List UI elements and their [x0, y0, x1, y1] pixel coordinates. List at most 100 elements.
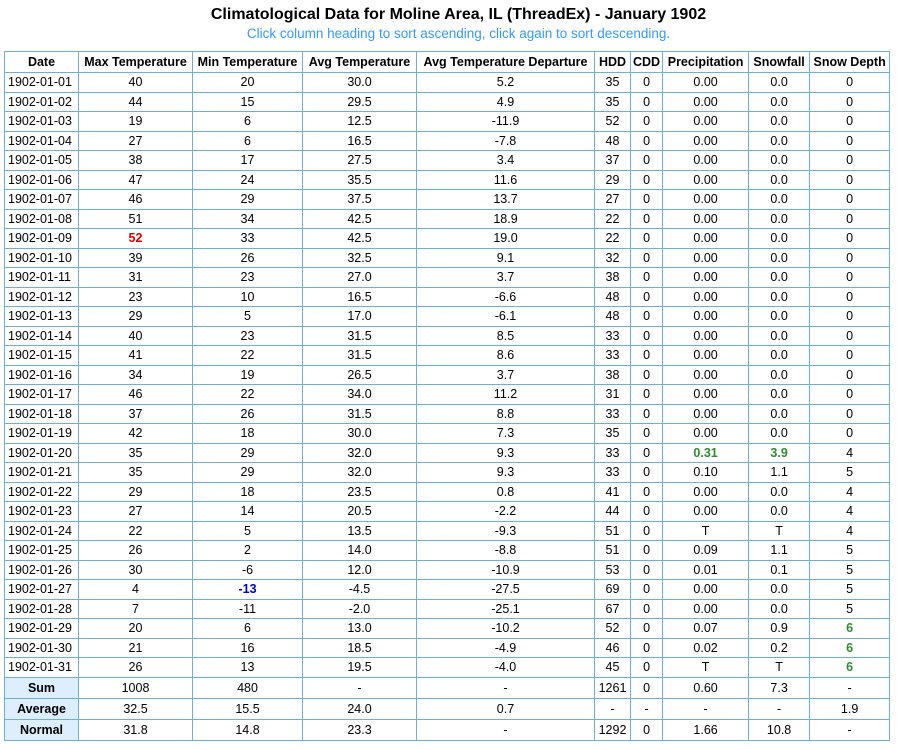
column-header-avg-temperature-departure[interactable]: Avg Temperature Departure	[416, 51, 595, 73]
cell-min-temperature: 23	[192, 325, 303, 346]
column-header-hdd[interactable]: HDD	[594, 51, 631, 73]
cell-cdd: 0	[629, 72, 664, 93]
cell-snowfall: 0.0	[748, 130, 811, 151]
cell-snow-depth: 0	[809, 423, 891, 444]
cell-snow-depth: 0	[809, 228, 891, 249]
cell-avg-temperature: 30.0	[302, 423, 417, 444]
cell-snow-depth: 6	[809, 657, 891, 678]
cell-date: 1902-01-30	[4, 637, 79, 658]
cell-avg-temperature: 42.5	[302, 228, 417, 249]
cell-snow-depth: 0	[809, 189, 891, 210]
table-row: 1902-01-23 27 14 20.5 -2.2 44 0 0.00 0.0 4	[4, 501, 891, 522]
column-header-snowfall[interactable]: Snowfall	[748, 51, 811, 73]
column-header-date[interactable]: Date	[4, 51, 79, 73]
summary-hdd: 1261	[594, 676, 631, 699]
cell-hdd: 37	[594, 150, 631, 171]
cell-hdd: 29	[594, 169, 631, 190]
cell-date: 1902-01-28	[4, 598, 79, 619]
cell-max-temperature: 21	[78, 637, 193, 658]
cell-cdd: 0	[629, 637, 664, 658]
cell-avg-temperature-departure: 18.9	[416, 208, 595, 229]
summary-hdd: -	[594, 697, 631, 720]
table-row: 1902-01-07 46 29 37.5 13.7 27 0 0.00 0.0 0	[4, 189, 891, 210]
cell-hdd: 48	[594, 286, 631, 307]
cell-hdd: 48	[594, 306, 631, 327]
cell-max-temperature: 27	[78, 501, 193, 522]
cell-date: 1902-01-04	[4, 130, 79, 151]
column-header-max-temperature[interactable]: Max Temperature	[78, 51, 193, 73]
summary-snow-depth: -	[809, 718, 891, 741]
cell-avg-temperature-departure: -6.1	[416, 306, 595, 327]
column-header-snow-depth[interactable]: Snow Depth	[809, 51, 891, 73]
cell-avg-temperature: 17.0	[302, 306, 417, 327]
column-header-precipitation[interactable]: Precipitation	[662, 51, 750, 73]
column-header-avg-temperature[interactable]: Avg Temperature	[302, 51, 417, 73]
cell-snowfall: 0.0	[748, 189, 811, 210]
cell-avg-temperature-departure: -8.8	[416, 540, 595, 561]
cell-snowfall: 0.0	[748, 228, 811, 249]
summary-label: Average	[4, 697, 79, 720]
cell-precipitation: 0.00	[662, 384, 750, 405]
cell-snow-depth: 0	[809, 111, 891, 132]
cell-snow-depth: 4	[809, 481, 891, 502]
cell-snowfall: 0.0	[748, 91, 811, 112]
table-header-row: Date Max Temperature Min Temperature Avg Te…	[4, 51, 891, 73]
cell-snow-depth: 0	[809, 403, 891, 424]
cell-hdd: 33	[594, 325, 631, 346]
summary-max-temperature: 32.5	[78, 697, 193, 720]
cell-snow-depth: 0	[809, 130, 891, 151]
cell-min-temperature: 29	[192, 189, 303, 210]
summary-snowfall: 10.8	[748, 718, 811, 741]
table-row: 1902-01-04 27 6 16.5 -7.8 48 0 0.00 0.0 0	[4, 130, 891, 151]
summary-snowfall: 7.3	[748, 676, 811, 699]
cell-hdd: 35	[594, 91, 631, 112]
cell-precipitation: 0.00	[662, 267, 750, 288]
cell-snowfall: 3.9	[748, 442, 811, 463]
cell-cdd: 0	[629, 345, 664, 366]
cell-snowfall: 0.0	[748, 267, 811, 288]
summary-snow-depth: -	[809, 676, 891, 699]
cell-avg-temperature: 27.5	[302, 150, 417, 171]
cell-min-temperature: 13	[192, 657, 303, 678]
cell-cdd: 0	[629, 306, 664, 327]
cell-avg-temperature: 16.5	[302, 130, 417, 151]
cell-cdd: 0	[629, 579, 664, 600]
cell-avg-temperature: 37.5	[302, 189, 417, 210]
cell-max-temperature: 26	[78, 540, 193, 561]
cell-hdd: 32	[594, 247, 631, 268]
cell-snow-depth: 4	[809, 520, 891, 541]
cell-date: 1902-01-23	[4, 501, 79, 522]
summary-precipitation: 0.60	[662, 676, 750, 699]
cell-avg-temperature-departure: 11.6	[416, 169, 595, 190]
cell-avg-temperature-departure: 3.4	[416, 150, 595, 171]
cell-min-temperature: 29	[192, 442, 303, 463]
cell-cdd: 0	[629, 247, 664, 268]
cell-hdd: 41	[594, 481, 631, 502]
cell-snowfall: 0.0	[748, 306, 811, 327]
cell-avg-temperature: 19.5	[302, 657, 417, 678]
cell-max-temperature: 23	[78, 286, 193, 307]
summary-min-temperature: 14.8	[192, 718, 303, 741]
cell-avg-temperature-departure: 8.6	[416, 345, 595, 366]
column-header-min-temperature[interactable]: Min Temperature	[192, 51, 303, 73]
cell-hdd: 22	[594, 228, 631, 249]
cell-precipitation: 0.00	[662, 228, 750, 249]
cell-hdd: 33	[594, 442, 631, 463]
summary-snow-depth: 1.9	[809, 697, 891, 720]
column-header-cdd[interactable]: CDD	[629, 51, 664, 73]
cell-cdd: 0	[629, 228, 664, 249]
cell-min-temperature: 5	[192, 306, 303, 327]
table-row: 1902-01-15 41 22 31.5 8.6 33 0 0.00 0.0 0	[4, 345, 891, 366]
cell-avg-temperature: 27.0	[302, 267, 417, 288]
cell-min-temperature: 26	[192, 247, 303, 268]
cell-cdd: 0	[629, 150, 664, 171]
summary-precipitation: 1.66	[662, 718, 750, 741]
cell-avg-temperature: 32.5	[302, 247, 417, 268]
cell-min-temperature: 15	[192, 91, 303, 112]
cell-cdd: 0	[629, 364, 664, 385]
cell-avg-temperature: 13.0	[302, 618, 417, 639]
cell-cdd: 0	[629, 657, 664, 678]
cell-min-temperature: 23	[192, 267, 303, 288]
summary-avg-temperature-departure: -	[416, 718, 595, 741]
cell-avg-temperature: 29.5	[302, 91, 417, 112]
